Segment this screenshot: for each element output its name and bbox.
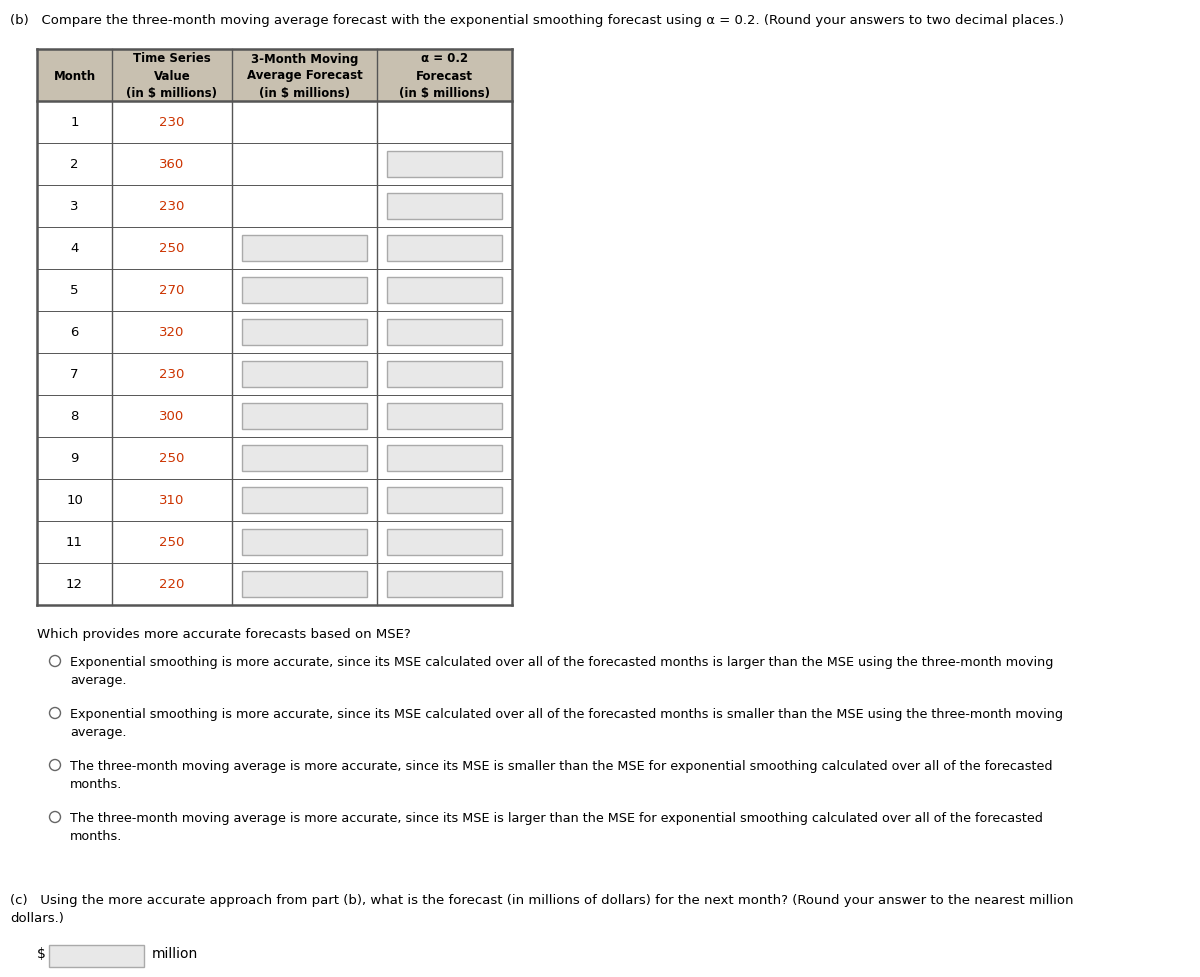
Text: (b)   Compare the three-month moving average forecast with the exponential smoot: (b) Compare the three-month moving avera…: [10, 14, 1064, 27]
Text: 10: 10: [66, 494, 83, 507]
Text: 3: 3: [71, 200, 79, 213]
Bar: [242, 277, 367, 304]
Text: 8: 8: [71, 410, 79, 423]
Bar: [49, 945, 144, 967]
Text: 5: 5: [71, 284, 79, 297]
Text: 310: 310: [160, 494, 185, 507]
Text: 12: 12: [66, 578, 83, 591]
Text: 230: 230: [160, 368, 185, 381]
Text: 9: 9: [71, 452, 79, 465]
Text: Month: Month: [54, 69, 96, 82]
Text: The three-month moving average is more accurate, since its MSE is larger than th: The three-month moving average is more a…: [70, 811, 1043, 842]
Text: Exponential smoothing is more accurate, since its MSE calculated over all of the: Exponential smoothing is more accurate, …: [70, 707, 1063, 739]
Bar: [242, 361, 367, 388]
Text: 270: 270: [160, 284, 185, 297]
Bar: [386, 404, 502, 430]
Text: Which provides more accurate forecasts based on MSE?: Which provides more accurate forecasts b…: [37, 627, 410, 640]
Text: 220: 220: [160, 578, 185, 591]
Text: 320: 320: [160, 326, 185, 339]
Bar: [242, 404, 367, 430]
Bar: [386, 572, 502, 597]
Text: 1: 1: [71, 116, 79, 129]
Bar: [242, 446, 367, 472]
Bar: [386, 530, 502, 556]
Text: 250: 250: [160, 452, 185, 465]
Text: Time Series
Value
(in $ millions): Time Series Value (in $ millions): [126, 53, 217, 100]
Bar: [242, 488, 367, 514]
Text: Exponential smoothing is more accurate, since its MSE calculated over all of the: Exponential smoothing is more accurate, …: [70, 656, 1054, 686]
Bar: [37, 50, 512, 102]
Text: 360: 360: [160, 158, 185, 171]
Text: 3-Month Moving
Average Forecast
(in $ millions): 3-Month Moving Average Forecast (in $ mi…: [247, 53, 362, 100]
Text: 250: 250: [160, 536, 185, 549]
Text: 230: 230: [160, 200, 185, 213]
Text: 250: 250: [160, 242, 185, 255]
Bar: [386, 235, 502, 262]
Bar: [242, 530, 367, 556]
Text: (c)   Using the more accurate approach from part (b), what is the forecast (in m: (c) Using the more accurate approach fro…: [10, 893, 1074, 924]
Bar: [242, 572, 367, 597]
Bar: [386, 446, 502, 472]
Bar: [386, 193, 502, 220]
Bar: [386, 319, 502, 346]
Bar: [386, 151, 502, 178]
Bar: [386, 488, 502, 514]
Bar: [242, 235, 367, 262]
Text: 11: 11: [66, 536, 83, 549]
Bar: [386, 277, 502, 304]
Text: $: $: [37, 946, 46, 960]
Text: α = 0.2
Forecast
(in $ millions): α = 0.2 Forecast (in $ millions): [398, 53, 490, 100]
Text: The three-month moving average is more accurate, since its MSE is smaller than t: The three-month moving average is more a…: [70, 759, 1052, 790]
Text: 2: 2: [71, 158, 79, 171]
Text: 4: 4: [71, 242, 79, 255]
Text: 6: 6: [71, 326, 79, 339]
Text: 300: 300: [160, 410, 185, 423]
Text: million: million: [152, 946, 198, 960]
Text: 230: 230: [160, 116, 185, 129]
Bar: [386, 361, 502, 388]
Text: 7: 7: [71, 368, 79, 381]
Bar: [242, 319, 367, 346]
